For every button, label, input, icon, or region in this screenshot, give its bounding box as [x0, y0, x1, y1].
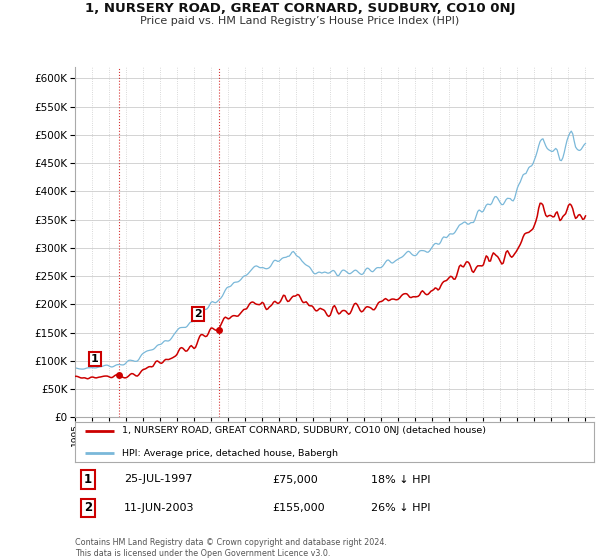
Text: 2: 2 — [194, 309, 202, 319]
Text: 1, NURSERY ROAD, GREAT CORNARD, SUDBURY, CO10 0NJ: 1, NURSERY ROAD, GREAT CORNARD, SUDBURY,… — [85, 2, 515, 15]
Text: £75,000: £75,000 — [272, 474, 318, 484]
Text: 1: 1 — [91, 354, 99, 364]
Text: £155,000: £155,000 — [272, 503, 325, 513]
Text: HPI: Average price, detached house, Babergh: HPI: Average price, detached house, Babe… — [122, 449, 338, 458]
Text: Contains HM Land Registry data © Crown copyright and database right 2024.
This d: Contains HM Land Registry data © Crown c… — [75, 538, 387, 558]
Text: Price paid vs. HM Land Registry’s House Price Index (HPI): Price paid vs. HM Land Registry’s House … — [140, 16, 460, 26]
Text: 26% ↓ HPI: 26% ↓ HPI — [371, 503, 430, 513]
Text: 1, NURSERY ROAD, GREAT CORNARD, SUDBURY, CO10 0NJ (detached house): 1, NURSERY ROAD, GREAT CORNARD, SUDBURY,… — [122, 426, 486, 435]
Text: 11-JUN-2003: 11-JUN-2003 — [124, 503, 195, 513]
Text: 1: 1 — [84, 473, 92, 486]
Text: 2: 2 — [84, 501, 92, 514]
Text: 18% ↓ HPI: 18% ↓ HPI — [371, 474, 430, 484]
Text: 25-JUL-1997: 25-JUL-1997 — [124, 474, 193, 484]
